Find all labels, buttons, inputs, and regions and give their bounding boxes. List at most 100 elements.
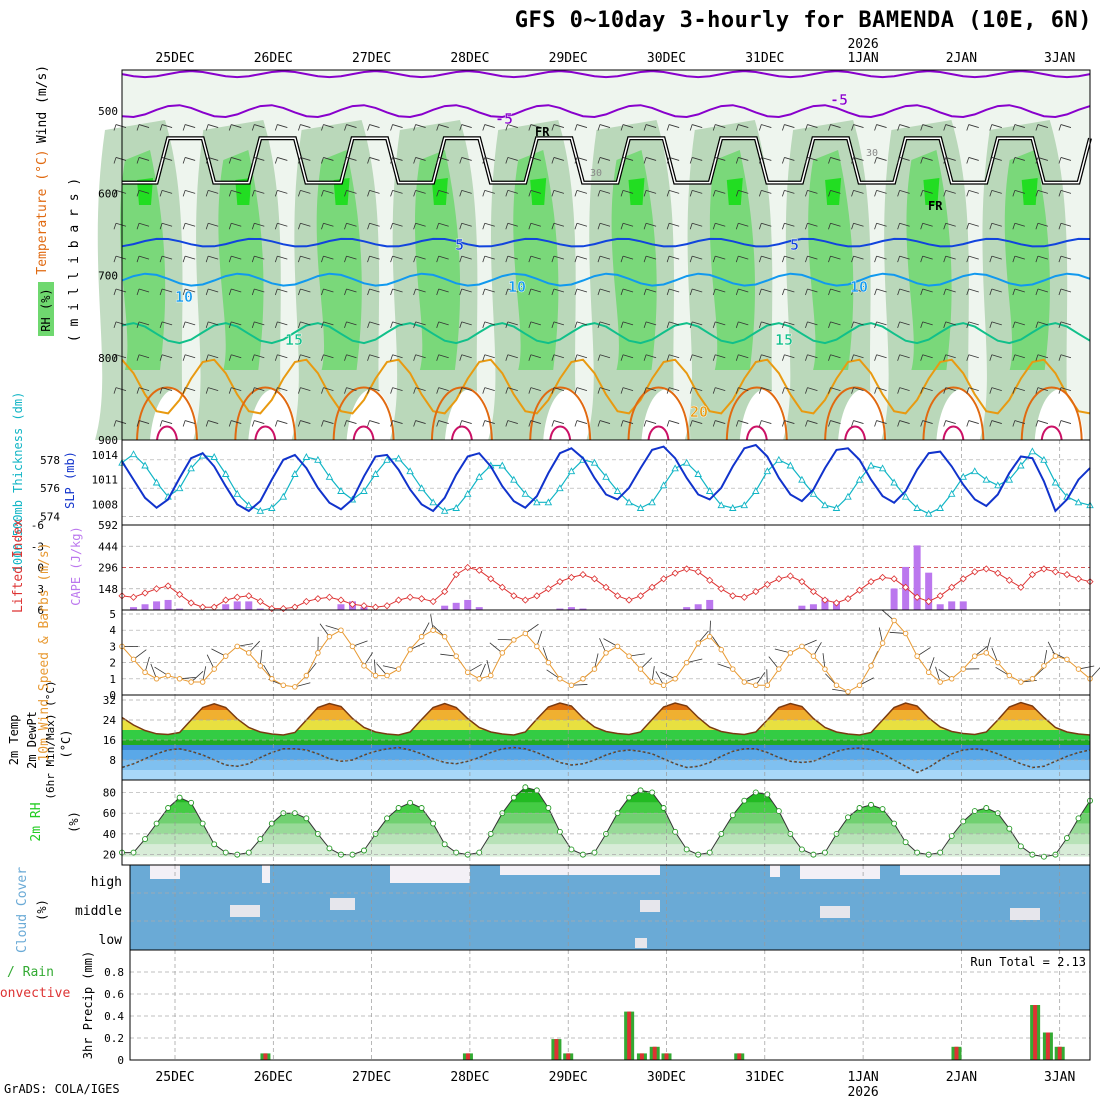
wind-barb <box>897 222 910 230</box>
thickness-point <box>314 455 322 463</box>
rh-point <box>856 805 863 811</box>
thickness-point <box>775 455 783 463</box>
wind-point <box>591 666 598 672</box>
wind-barb <box>943 124 956 131</box>
wind-barb <box>966 354 979 361</box>
wind-barb <box>689 255 703 263</box>
li-point <box>371 603 380 611</box>
low-cloud-gap <box>635 938 647 948</box>
date-label-bottom: 2JAN <box>946 1070 977 1085</box>
wind-barb <box>620 222 634 230</box>
wind-barb <box>943 354 956 361</box>
li-point <box>775 575 783 583</box>
wind-point <box>188 679 194 685</box>
contour-label: 10 <box>850 278 868 296</box>
li-point <box>902 583 910 591</box>
li-point <box>544 585 552 593</box>
wind-barb <box>643 124 657 131</box>
wind-barb <box>920 255 933 263</box>
li-point <box>740 593 748 601</box>
wind-barb <box>597 387 611 394</box>
slp-tick: 1011 <box>92 474 119 487</box>
rh-label: 30 <box>866 148 878 159</box>
wind-point <box>418 633 425 640</box>
wind-point <box>511 637 517 643</box>
wind-barb <box>551 124 565 131</box>
wind-barb <box>1035 255 1049 263</box>
thickness-point <box>256 506 265 514</box>
rh-shade-100 <box>726 178 743 205</box>
date-label-top: 30DEC <box>647 51 686 66</box>
date-label-bottom: 25DEC <box>155 1070 194 1085</box>
wind-point <box>372 672 379 679</box>
li-point <box>809 588 817 596</box>
date-label-top: 29DEC <box>549 51 588 66</box>
rh-point <box>211 841 218 848</box>
isotherm-line <box>121 272 1091 287</box>
wind-point <box>234 643 240 650</box>
isotherm-25 <box>725 386 788 441</box>
rh-point <box>326 845 333 852</box>
rh-point <box>741 797 748 804</box>
temp-band <box>122 760 1090 770</box>
li-point <box>129 593 138 601</box>
wind-barb <box>413 189 426 197</box>
li-point <box>475 566 483 574</box>
wind-point <box>257 663 264 669</box>
precip-tick: 0.8 <box>104 966 124 979</box>
wind-barb <box>620 387 634 394</box>
li-point <box>925 597 933 606</box>
wind-point <box>441 633 448 640</box>
li-point <box>948 583 956 591</box>
convective-bar <box>664 1053 669 1060</box>
wind-barb <box>436 321 449 329</box>
wind-barb <box>482 124 495 131</box>
wind-barb <box>782 157 795 164</box>
wind-barb <box>413 321 426 329</box>
wind-barb <box>597 255 611 263</box>
wind-barb <box>782 124 795 131</box>
wind-barb <box>712 321 726 329</box>
rh-point <box>476 849 483 856</box>
wind-barb <box>413 420 426 427</box>
wind-barb <box>136 420 150 427</box>
thickness-point <box>936 504 944 511</box>
isotherm-line <box>121 322 1091 345</box>
wind-barb <box>735 157 749 164</box>
wind-barb <box>620 157 634 164</box>
wind-point <box>925 669 932 676</box>
wind-barb <box>228 420 242 427</box>
wind-barb <box>274 157 288 164</box>
wind-barb <box>805 321 818 329</box>
thickness-point <box>659 481 668 489</box>
rh-point <box>1040 853 1047 860</box>
wind-barb <box>321 222 334 230</box>
thickness-point <box>1005 475 1014 483</box>
wind-barb <box>482 157 495 164</box>
rh-point <box>245 849 252 856</box>
wind-barb <box>367 354 380 361</box>
precip-tick: 0 <box>117 1054 124 1067</box>
wind-barb <box>597 189 611 197</box>
wind-barb <box>897 387 910 394</box>
cape-tick: 444 <box>98 540 118 553</box>
wind-barb <box>828 387 841 394</box>
wind-barb <box>643 321 657 329</box>
wind-barb <box>1035 420 1049 427</box>
thickness-point <box>1028 447 1037 455</box>
wind-point <box>557 676 563 682</box>
wind-barb <box>113 189 127 197</box>
rh-point <box>453 849 460 856</box>
wind-barb <box>851 157 864 164</box>
contour-label: 5 <box>455 236 464 254</box>
li-point <box>452 571 460 579</box>
rh-point <box>176 794 183 801</box>
rh-point <box>222 849 229 856</box>
wind-barb <box>805 420 818 427</box>
wind-point <box>211 666 217 672</box>
date-label-top: 28DEC <box>450 51 489 66</box>
cape-bar <box>130 607 138 610</box>
thickness-point <box>417 484 426 492</box>
wind-barb <box>251 124 265 131</box>
wind-barb <box>251 288 265 296</box>
